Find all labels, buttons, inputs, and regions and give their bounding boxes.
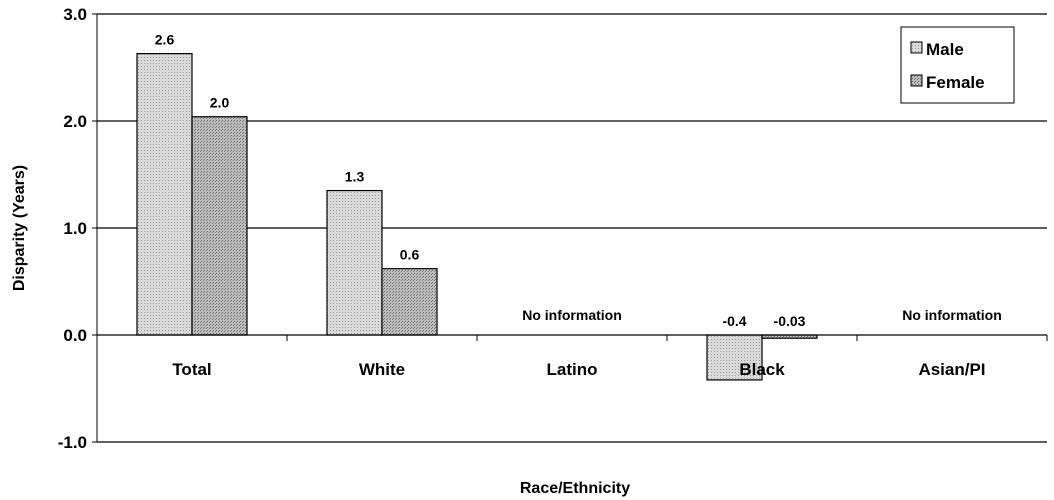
bar-female	[381, 268, 438, 336]
legend-label-female: Female	[926, 73, 985, 92]
category-label: White	[359, 360, 405, 379]
y-tick-label: 1.0	[63, 219, 87, 238]
data-label: -0.03	[774, 313, 806, 329]
y-tick-label: 2.0	[63, 112, 87, 131]
bars	[136, 52, 818, 381]
legend-swatch-female	[910, 74, 923, 87]
y-tick-label: 0.0	[63, 326, 87, 345]
category-label: Total	[172, 360, 211, 379]
data-label: -0.4	[722, 313, 746, 329]
y-tick-label: -1.0	[58, 433, 87, 452]
bar-male	[136, 52, 193, 336]
legend-box	[900, 26, 1015, 104]
x-axis-title: Race/Ethnicity	[520, 480, 630, 497]
data-label: 2.6	[155, 32, 175, 48]
data-label: 1.3	[345, 169, 365, 185]
labels: -1.0 0.0 1.0 2.0 3.0 2.6 2.0 1.3 0.6 -0.4 -0.03 Tot…	[58, 5, 1002, 452]
no-information-note: No information	[902, 307, 1002, 323]
category-label: Black	[739, 360, 785, 379]
bar-male	[706, 334, 763, 381]
data-label: 0.6	[400, 247, 420, 263]
y-axis-title: Disparity (Years)	[11, 165, 28, 291]
bar-female	[191, 116, 248, 336]
legend-label-male: Male	[926, 40, 964, 59]
gridlines	[97, 13, 1047, 443]
y-tick-label: 3.0	[63, 5, 87, 24]
bar-male	[326, 189, 383, 336]
no-information-note: No information	[522, 307, 622, 323]
legend: Male Female	[900, 26, 1015, 104]
category-label: Latino	[547, 360, 598, 379]
legend-swatch-male	[910, 41, 923, 54]
category-label: Asian/PI	[918, 360, 985, 379]
axes	[92, 13, 1048, 443]
data-label: 2.0	[210, 95, 230, 111]
